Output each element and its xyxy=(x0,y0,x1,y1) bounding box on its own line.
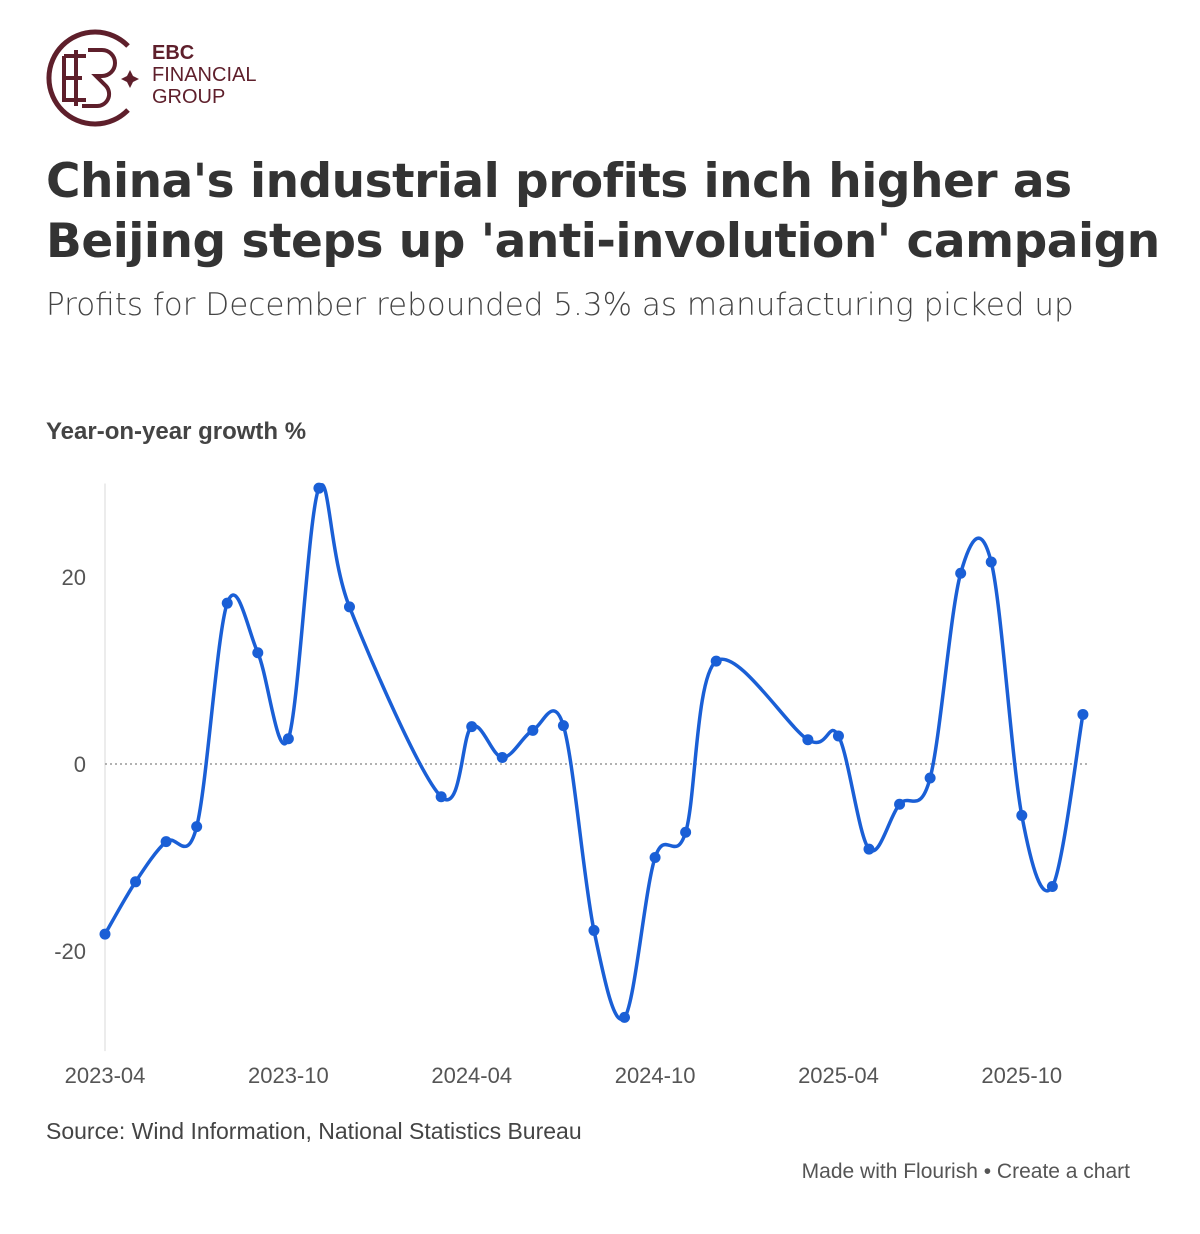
chart-title: China's industrial profits inch higher a… xyxy=(46,154,1160,269)
data-point xyxy=(130,876,142,888)
logo-line2: FINANCIAL xyxy=(152,64,257,86)
series-line xyxy=(103,483,1085,1021)
data-point xyxy=(191,821,203,833)
data-point xyxy=(313,482,325,494)
logo-text: EBC FINANCIAL GROUP xyxy=(152,42,256,108)
data-point xyxy=(527,724,539,736)
source-note: Source: Wind Information, National Stati… xyxy=(46,1118,582,1144)
data-point xyxy=(282,733,294,745)
x-tick-label: 2025-10 xyxy=(981,1063,1062,1088)
ebc-logo xyxy=(46,29,139,127)
logo-line3: GROUP xyxy=(152,86,226,108)
data-point xyxy=(832,730,844,742)
data-point xyxy=(435,791,447,803)
data-point xyxy=(252,647,264,659)
data-point xyxy=(985,556,997,568)
x-tick-label: 2025-04 xyxy=(798,1063,879,1088)
data-point xyxy=(343,601,355,613)
data-point xyxy=(955,567,967,579)
data-point xyxy=(1016,809,1028,821)
data-point xyxy=(466,721,478,733)
data-point xyxy=(680,826,692,838)
y-tick-label: 20 xyxy=(62,565,86,590)
x-tick-label: 2023-04 xyxy=(65,1063,146,1088)
data-point xyxy=(802,734,814,746)
data-point xyxy=(221,597,233,609)
data-point xyxy=(1046,880,1058,892)
data-point xyxy=(619,1011,631,1023)
y-tick-label: 0 xyxy=(74,752,86,777)
data-point xyxy=(863,843,875,855)
x-tick-label: 2024-10 xyxy=(615,1063,696,1088)
logo-line1: EBC xyxy=(152,42,195,64)
data-point xyxy=(588,924,600,936)
data-point xyxy=(160,836,172,848)
flourish-credit[interactable]: Made with Flourish • Create a chart xyxy=(801,1160,1130,1183)
data-point xyxy=(496,751,508,763)
y-tick-label: -20 xyxy=(54,939,86,964)
data-point xyxy=(649,852,661,863)
data-point xyxy=(894,798,906,810)
chart-subtitle: Profits for December rebounded 5.3% as m… xyxy=(46,287,1074,323)
data-point xyxy=(557,720,569,732)
x-tick-label: 2023-10 xyxy=(248,1063,329,1088)
x-tick-label: 2024-04 xyxy=(431,1063,512,1088)
y-axis-label: Year-on-year growth % xyxy=(46,418,307,445)
data-point xyxy=(1077,708,1089,720)
data-point xyxy=(99,928,111,940)
data-point xyxy=(710,655,722,667)
data-point xyxy=(924,772,936,784)
